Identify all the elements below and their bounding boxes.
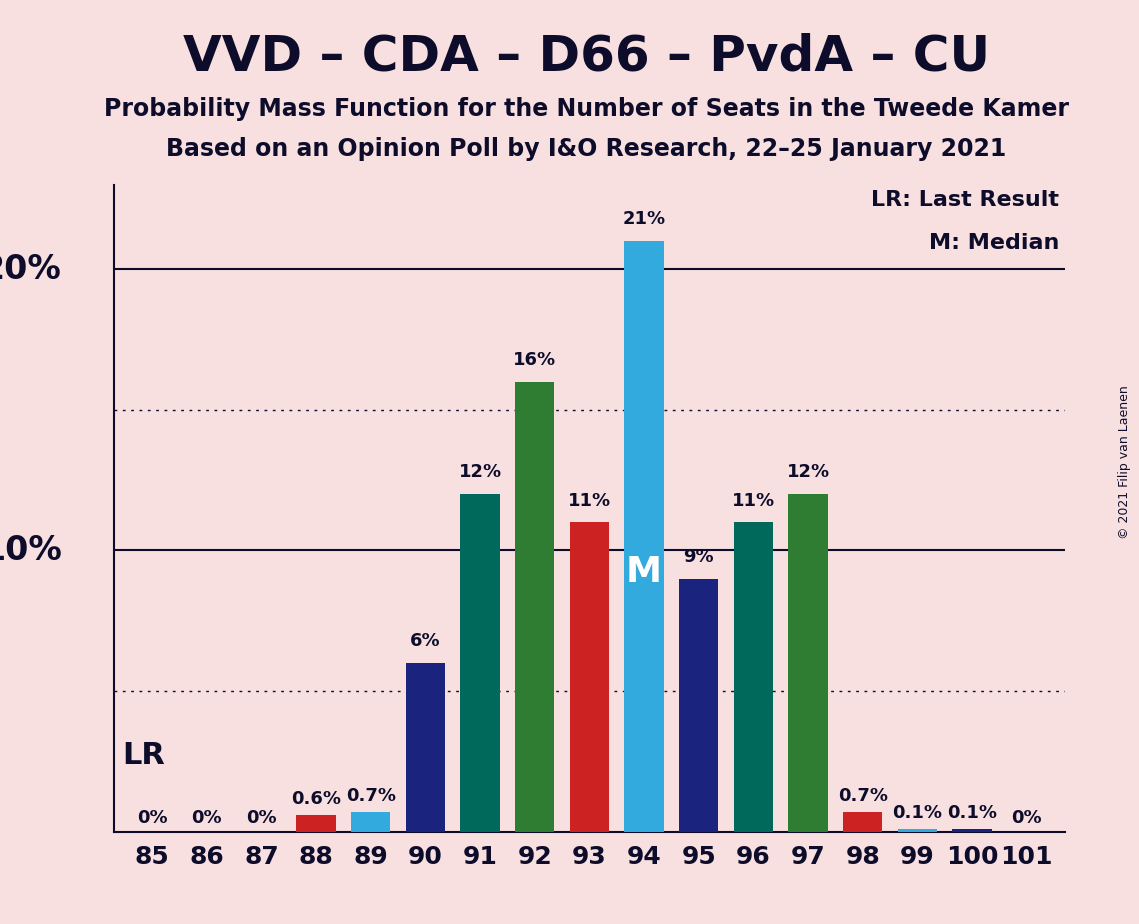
Bar xyxy=(405,663,445,832)
Bar xyxy=(734,522,773,832)
Text: 0.1%: 0.1% xyxy=(947,804,997,821)
Text: Probability Mass Function for the Number of Seats in the Tweede Kamer: Probability Mass Function for the Number… xyxy=(104,97,1070,121)
Bar xyxy=(679,578,719,832)
Text: Based on an Opinion Poll by I&O Research, 22–25 January 2021: Based on an Opinion Poll by I&O Research… xyxy=(166,137,1007,161)
Text: 10%: 10% xyxy=(0,534,62,567)
Text: 0%: 0% xyxy=(1011,808,1042,827)
Text: 0%: 0% xyxy=(246,808,277,827)
Text: 0%: 0% xyxy=(137,808,167,827)
Bar xyxy=(351,812,391,832)
Bar xyxy=(460,494,500,832)
Bar xyxy=(843,812,883,832)
Text: 11%: 11% xyxy=(732,492,775,510)
Text: 0%: 0% xyxy=(191,808,222,827)
Bar xyxy=(898,829,937,832)
Text: 9%: 9% xyxy=(683,548,714,565)
Text: 20%: 20% xyxy=(0,252,62,286)
Text: M: M xyxy=(626,554,662,589)
Bar xyxy=(570,522,609,832)
Text: 11%: 11% xyxy=(568,492,611,510)
Text: © 2021 Filip van Laenen: © 2021 Filip van Laenen xyxy=(1118,385,1131,539)
Text: 16%: 16% xyxy=(514,351,556,369)
Text: 0.7%: 0.7% xyxy=(837,787,887,805)
Text: 21%: 21% xyxy=(623,211,665,228)
Text: VVD – CDA – D66 – PvdA – CU: VVD – CDA – D66 – PvdA – CU xyxy=(183,32,990,80)
Text: 6%: 6% xyxy=(410,632,441,650)
Text: 12%: 12% xyxy=(787,464,829,481)
Text: 0.6%: 0.6% xyxy=(292,790,342,808)
Text: 0.7%: 0.7% xyxy=(346,787,395,805)
Bar xyxy=(624,241,664,832)
Text: 0.1%: 0.1% xyxy=(892,804,942,821)
Bar xyxy=(296,815,336,832)
Bar xyxy=(515,382,555,832)
Text: M: Median: M: Median xyxy=(929,233,1059,252)
Bar xyxy=(788,494,828,832)
Text: LR: LR xyxy=(122,741,165,770)
Bar xyxy=(952,829,992,832)
Text: 12%: 12% xyxy=(459,464,501,481)
Text: LR: Last Result: LR: Last Result xyxy=(871,190,1059,211)
